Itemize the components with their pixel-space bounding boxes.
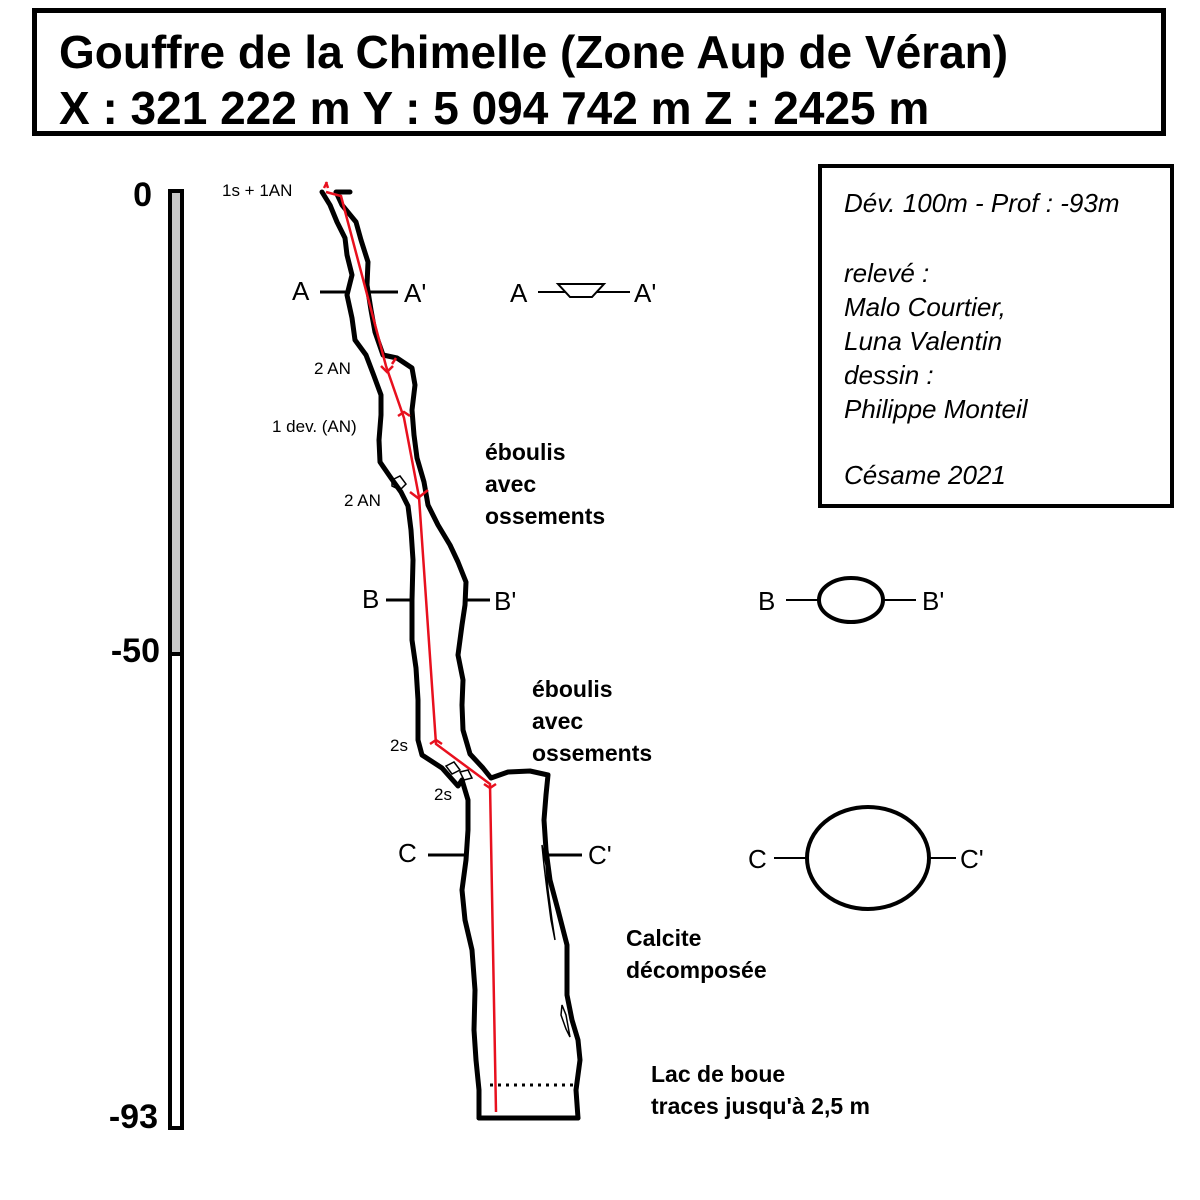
note-eboulis-2-line-1: éboulis <box>532 676 613 702</box>
surveyor-1: Malo Courtier, <box>844 292 1006 322</box>
anchor-mark-3 <box>409 489 429 500</box>
anchor-mark-5 <box>483 782 497 790</box>
cross-section-c-prime-label: C' <box>960 844 984 874</box>
survey-polyline <box>325 190 498 1113</box>
cross-section-a: A A' <box>510 278 656 308</box>
section-b-label: B <box>362 584 379 614</box>
note-calcite-line-1: Calcite <box>626 925 701 951</box>
survey-label: relevé : <box>844 258 930 288</box>
section-c-prime-label: C' <box>588 840 612 870</box>
cross-section-c: C C' <box>748 805 984 911</box>
calcite-flow-2 <box>560 1004 571 1038</box>
anchor-mark-4 <box>429 738 443 746</box>
profile-section-lines <box>320 290 582 857</box>
cave-title: Gouffre de la Chimelle (Zone Aup de Véra… <box>59 26 1009 78</box>
development-depth: Dév. 100m - Prof : -93m <box>844 188 1120 218</box>
anchor-mark-2 <box>397 410 411 418</box>
note-lac-line-2: traces jusqu'à 2,5 m <box>651 1093 870 1119</box>
note-eboulis-1-line-1: éboulis <box>485 439 566 465</box>
scale-label-mid: -50 <box>111 632 160 670</box>
calcite-flow <box>541 844 556 941</box>
cave-outline <box>319 189 583 1121</box>
block-1 <box>391 475 407 491</box>
drawing-label: dessin : <box>844 360 934 390</box>
coordinates: X : 321 222 m Y : 5 094 742 m Z : 2425 m <box>59 82 930 134</box>
drawer: Philippe Monteil <box>844 394 1028 424</box>
scale-filled-segment <box>168 189 184 656</box>
block-2 <box>444 761 474 781</box>
section-a-prime-label: A' <box>404 278 426 308</box>
note-eboulis-1-line-3: ossements <box>485 503 605 529</box>
anchor-label-3: 2 AN <box>344 491 381 510</box>
scale-empty-segment <box>168 652 184 1130</box>
anchor-mark-1 <box>380 357 398 374</box>
scale-label-bottom: -93 <box>109 1098 158 1136</box>
cross-section-b-label: B <box>758 586 775 616</box>
section-a-label: A <box>292 276 310 306</box>
surveyor-2: Luna Valentin <box>844 326 1003 356</box>
note-eboulis-2-line-3: ossements <box>532 740 652 766</box>
cross-section-a-prime-label: A' <box>634 278 656 308</box>
info-box: Dév. 100m - Prof : -93m relevé : Malo Co… <box>818 164 1174 508</box>
section-b-prime-label: B' <box>494 586 516 616</box>
anchor-label-4: 2s <box>390 736 408 755</box>
section-c-label: C <box>398 838 417 868</box>
cross-section-a-label: A <box>510 278 528 308</box>
cross-section-c-shape <box>805 805 931 911</box>
anchor-label-0: 1s + 1AN <box>222 181 292 200</box>
cross-section-c-label: C <box>748 844 767 874</box>
cross-section-a-shape <box>555 283 607 298</box>
cross-section-b: B B' <box>758 576 944 624</box>
anchor-label-1: 2 AN <box>314 359 351 378</box>
club-year: Césame 2021 <box>844 460 1006 490</box>
rock-blocks <box>391 475 571 1038</box>
note-eboulis-2-line-2: avec <box>532 708 583 734</box>
left-wall <box>319 189 482 1121</box>
right-wall <box>333 189 583 1121</box>
note-eboulis-1-line-2: avec <box>485 471 536 497</box>
survey-line <box>322 181 498 1113</box>
anchor-label-2: 1 dev. (AN) <box>272 417 357 436</box>
depth-scale: 0 -50 -93 <box>109 176 184 1136</box>
title-box: Gouffre de la Chimelle (Zone Aup de Véra… <box>32 8 1166 136</box>
anchor-mark-0 <box>322 181 330 189</box>
anchor-label-5: 2s <box>434 785 452 804</box>
cross-section-b-prime-label: B' <box>922 586 944 616</box>
scale-label-top: 0 <box>133 176 152 214</box>
note-lac-line-1: Lac de boue <box>651 1061 785 1087</box>
note-calcite-line-2: décomposée <box>626 957 767 983</box>
cross-section-b-shape <box>817 576 885 624</box>
